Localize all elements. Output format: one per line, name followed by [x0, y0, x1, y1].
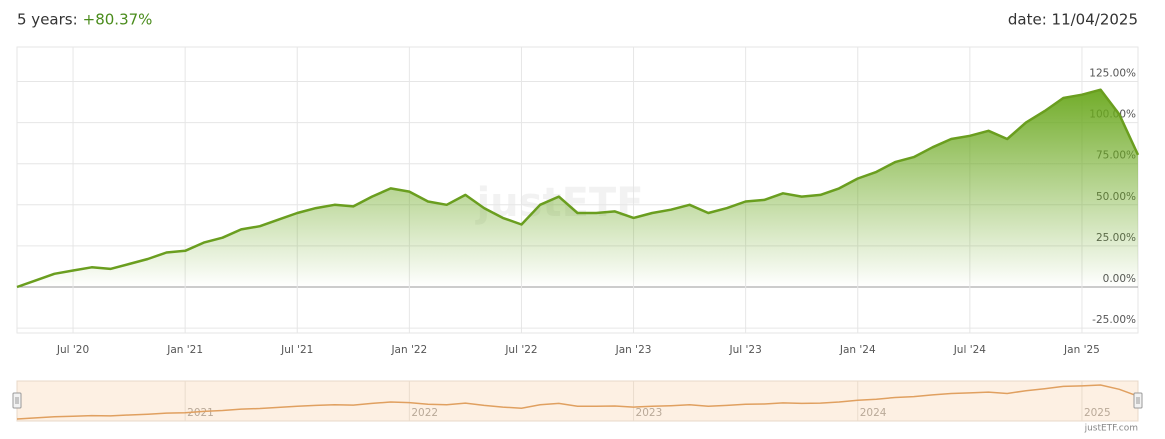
x-tick-label: Jan '25	[1063, 344, 1100, 356]
x-tick-label: Jul '24	[953, 344, 987, 356]
x-tick-label: Jan '22	[390, 344, 427, 356]
x-tick-label: Jan '24	[839, 344, 876, 356]
x-tick-label: Jul '20	[56, 344, 89, 356]
period-label: 5 years:	[17, 11, 78, 29]
nav-handle	[1133, 392, 1143, 409]
x-tick-label: Jul '23	[729, 344, 762, 356]
line	[16, 88, 1140, 289]
x-tick-label: Jan '21	[166, 344, 203, 356]
nav-line	[16, 384, 1139, 420]
y-tick-label: -25.00%	[1092, 314, 1136, 326]
performance: +80.37%	[83, 11, 153, 29]
nav-handle	[12, 392, 22, 409]
date: date: 11/04/2025	[1008, 11, 1138, 29]
nav-tick-label: 2021	[187, 407, 214, 419]
x-tick-label: Jul '22	[504, 344, 537, 356]
x-tick-label: Jan '23	[615, 344, 652, 356]
nav-tick-label: 2023	[636, 407, 663, 419]
nav-tick-label: 2025	[1084, 407, 1111, 419]
y-tick-label: 125.00%	[1089, 68, 1136, 80]
area	[17, 89, 1138, 287]
nav-tick-label: 2022	[411, 407, 438, 419]
x-tick-label: Jul '21	[280, 344, 313, 356]
credit: justETF.com	[1084, 424, 1138, 434]
navigator	[16, 380, 1139, 422]
nav-tick-label: 2024	[860, 407, 887, 419]
